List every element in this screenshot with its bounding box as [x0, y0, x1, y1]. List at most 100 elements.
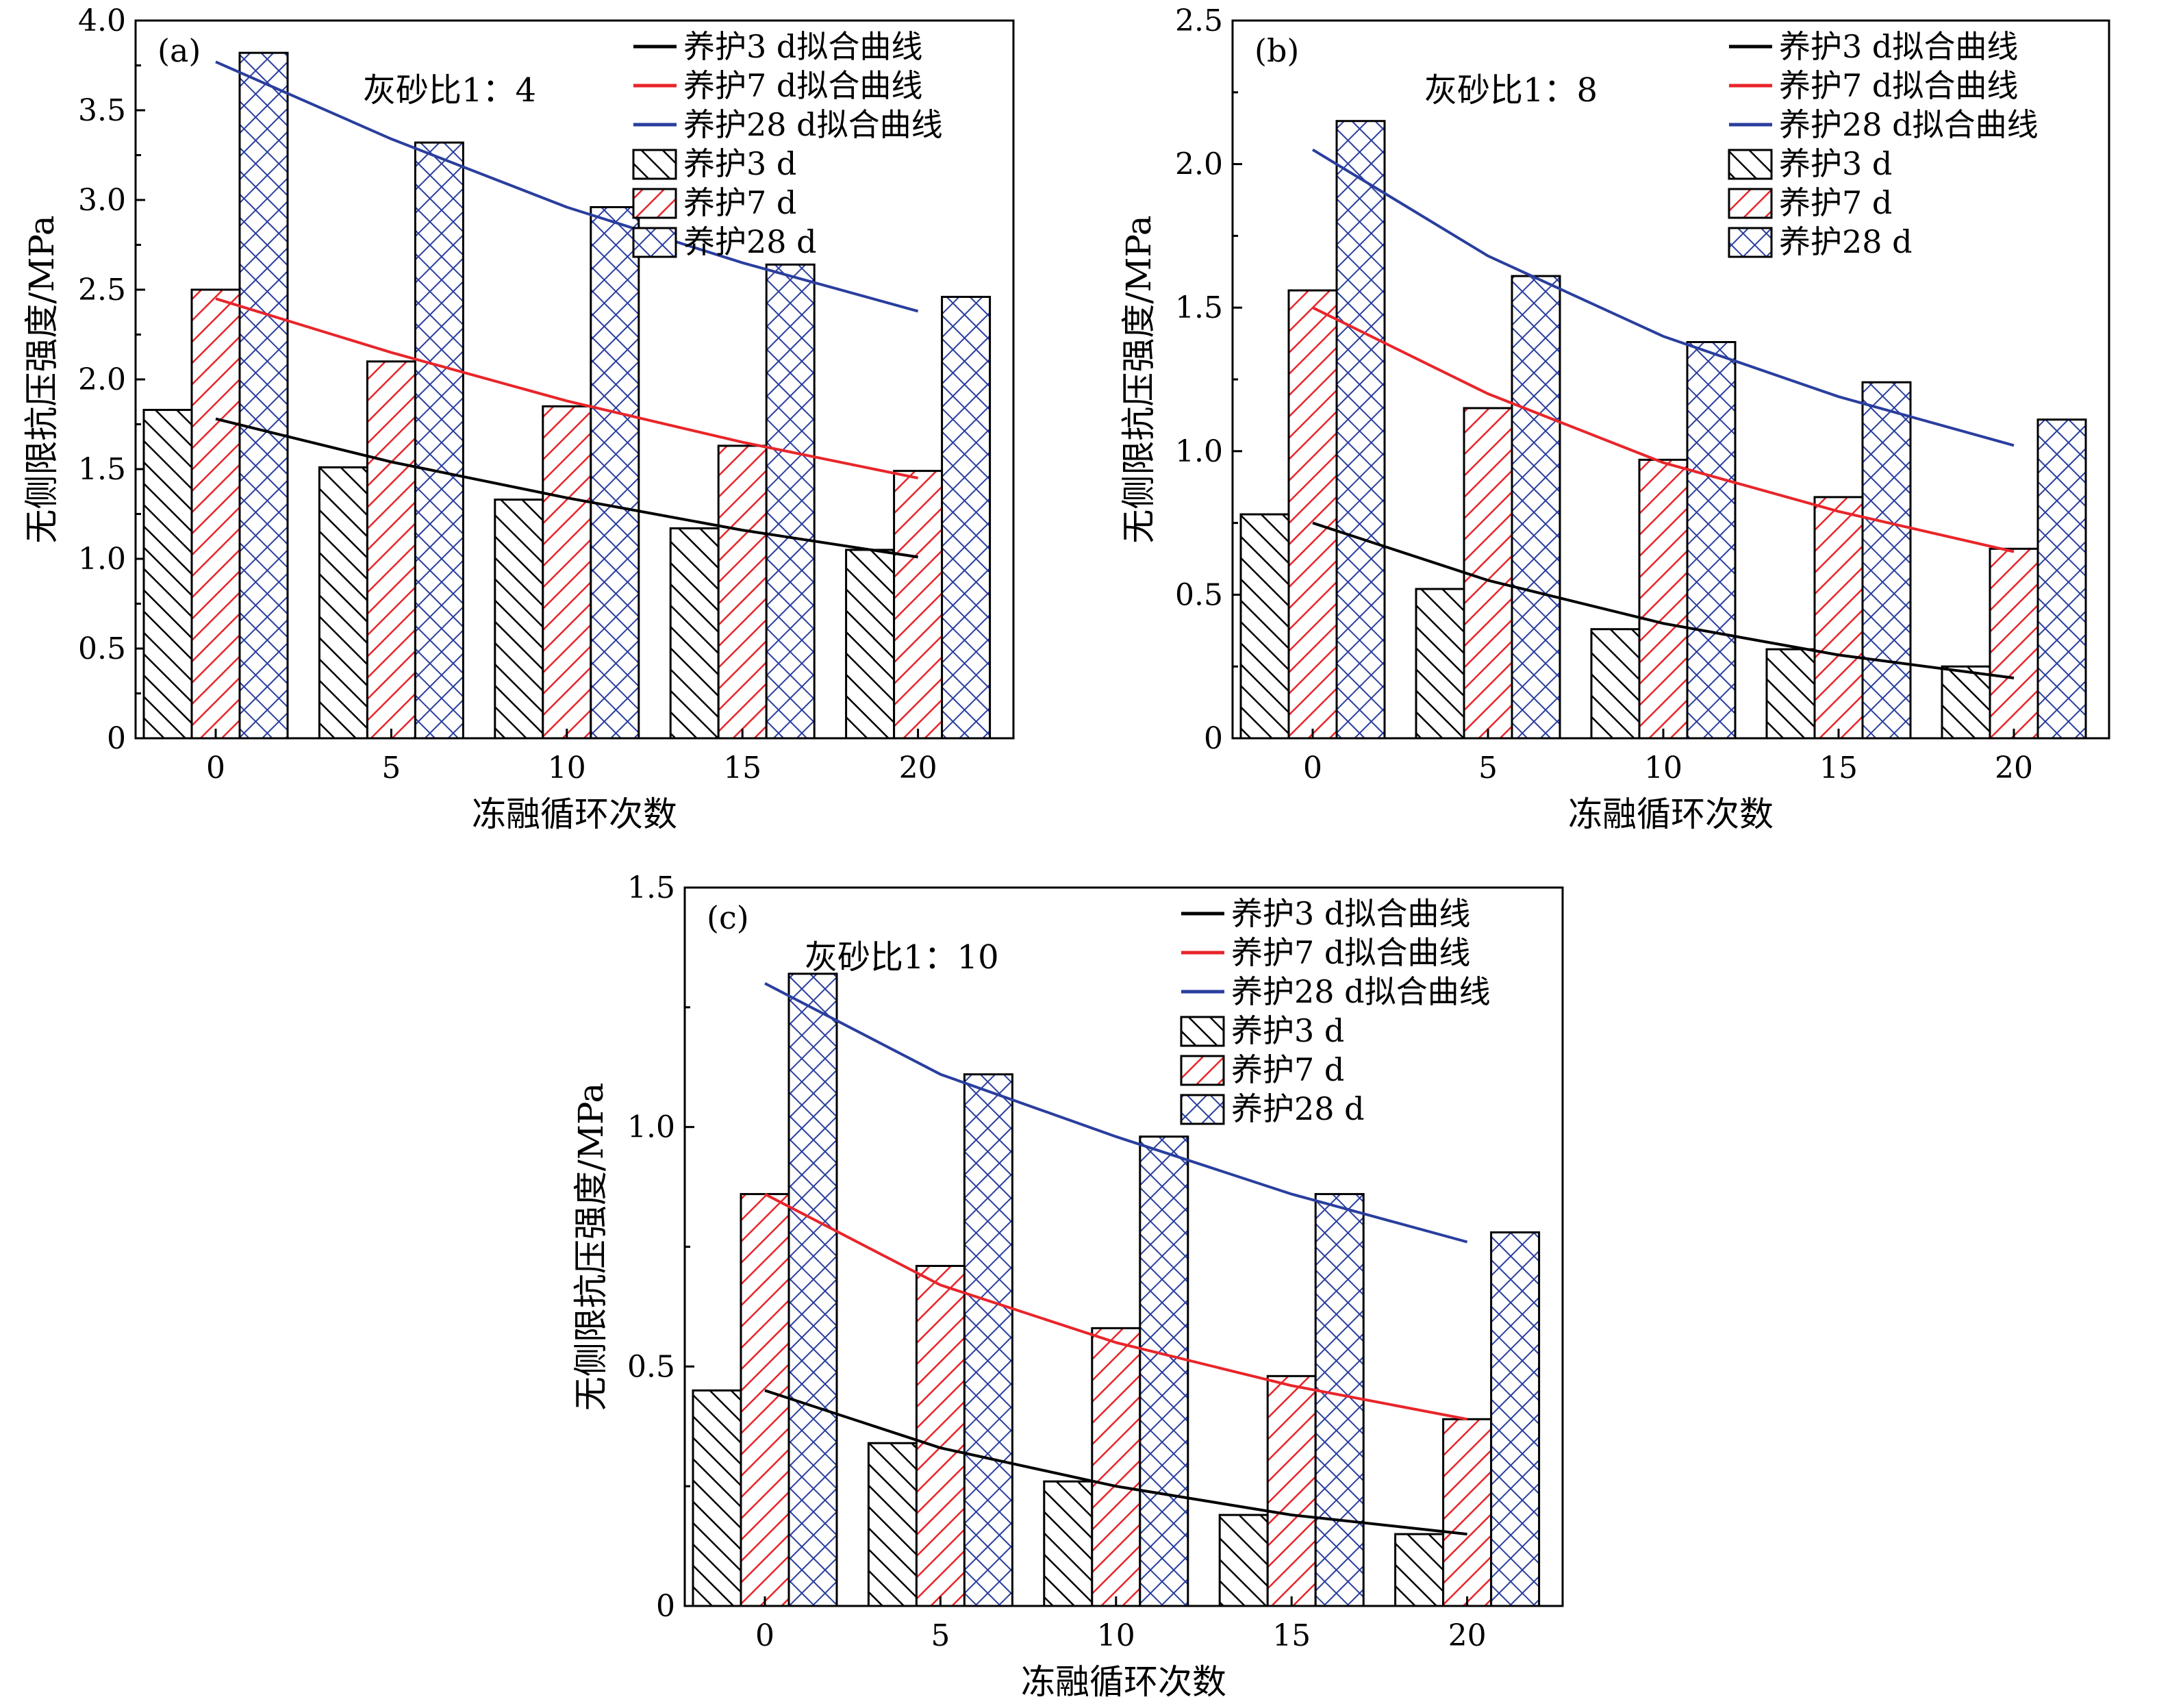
mix-ratio-annotation: 灰砂比1：4 — [363, 71, 536, 110]
x-axis-title: 冻融循环次数 — [1021, 1662, 1226, 1702]
y-tick-label: 1.5 — [78, 452, 126, 487]
y-tick-label: 1.0 — [627, 1110, 675, 1145]
legend-entry: 养护28 d — [683, 223, 817, 260]
legend-entry: 养护3 d — [683, 145, 796, 182]
y-tick-label: 1.5 — [627, 870, 675, 905]
legend-pattern-swatch — [632, 227, 677, 258]
fit-curve-2 — [764, 982, 1468, 1244]
x-tick-label: 10 — [1097, 1618, 1135, 1653]
legend-entry: 养护3 d拟合曲线 — [683, 28, 922, 65]
bar-2-0 — [787, 972, 838, 1607]
bar-1-0 — [190, 288, 241, 740]
x-tick-label: 15 — [1819, 751, 1858, 786]
bar-2-3 — [765, 263, 816, 740]
bar-1-0 — [1287, 289, 1338, 740]
x-tick-label: 15 — [1272, 1618, 1311, 1653]
bar-1-4 — [1442, 1418, 1493, 1607]
x-tick-label: 0 — [1303, 751, 1322, 786]
legend-entry: 养护7 d拟合曲线 — [1779, 67, 2018, 104]
bar-1-3 — [1813, 496, 1864, 740]
mix-ratio-annotation: 灰砂比1：8 — [1424, 71, 1598, 110]
y-tick-label: 0 — [656, 1589, 675, 1624]
legend-pattern-swatch — [1180, 1055, 1225, 1086]
legend-entry: 养护3 d拟合曲线 — [1231, 895, 1470, 932]
y-tick-label: 0.5 — [1175, 577, 1223, 612]
bar-0-0 — [1239, 513, 1290, 740]
legend-pattern-swatch — [1728, 227, 1773, 258]
fit-curve-2 — [215, 60, 919, 313]
y-tick-label: 2.5 — [1175, 3, 1223, 38]
legend-entry: 养护3 d — [1231, 1012, 1344, 1049]
bar-2-1 — [414, 141, 464, 740]
x-axis-title: 冻融循环次数 — [1568, 794, 1774, 834]
legend-entry: 养护7 d拟合曲线 — [1231, 934, 1470, 971]
bar-1-2 — [1091, 1327, 1141, 1607]
fit-curve-0 — [764, 1389, 1467, 1536]
y-axis-title: 无侧限抗压强度/MPa — [1119, 215, 1159, 543]
x-tick-label: 10 — [548, 751, 586, 786]
y-tick-label: 1.5 — [1175, 290, 1223, 325]
legend-entry: 养护7 d — [1231, 1051, 1344, 1088]
y-tick-label: 0.5 — [78, 631, 126, 666]
x-tick-label: 10 — [1644, 751, 1682, 786]
bar-2-2 — [590, 205, 640, 740]
x-tick-label: 5 — [931, 1618, 950, 1653]
bar-1-2 — [1638, 458, 1689, 740]
x-tick-label: 0 — [755, 1618, 774, 1653]
bar-2-2 — [1139, 1135, 1189, 1607]
bar-0-1 — [867, 1442, 918, 1607]
bar-0-1 — [318, 466, 368, 740]
legend-pattern-swatch — [632, 149, 677, 180]
x-tick-label: 20 — [1995, 751, 2033, 786]
bar-0-2 — [1590, 628, 1641, 740]
bar-1-3 — [1266, 1374, 1317, 1607]
legend-entry: 养护7 d拟合曲线 — [683, 67, 922, 104]
bar-2-4 — [941, 295, 992, 740]
fit-curve-1 — [1312, 306, 2015, 553]
bar-1-1 — [1463, 407, 1513, 740]
bar-0-3 — [1765, 648, 1816, 740]
bar-2-1 — [1511, 275, 1561, 740]
y-tick-label: 3.5 — [78, 93, 126, 128]
legend-pattern-swatch — [1180, 1016, 1225, 1047]
panel-b: 0 0.5 1.0 1.5 2.0 2.5 0 5 10 15 20 冻融循环次数 无侧限抗压强度/MP… — [1119, 3, 2110, 834]
fit-curve-2 — [1311, 148, 2015, 447]
y-tick-label: 0 — [1204, 721, 1223, 756]
legend-entry: 养护28 d — [1231, 1090, 1365, 1127]
bar-1-4 — [1989, 547, 2039, 740]
fit-curve-1 — [215, 297, 919, 480]
fit-curve-1 — [764, 1192, 1467, 1421]
y-axis-title: 无侧限抗压强度/MPa — [22, 215, 62, 543]
y-tick-label: 0 — [107, 721, 126, 756]
bar-2-0 — [238, 51, 289, 740]
x-tick-label: 20 — [1448, 1618, 1487, 1653]
bar-0-3 — [1218, 1514, 1269, 1607]
y-tick-label: 4.0 — [78, 3, 126, 38]
legend-pattern-swatch — [1728, 149, 1773, 180]
y-tick-label: 3.0 — [78, 183, 126, 218]
bar-1-0 — [740, 1193, 790, 1607]
fit-curve-0 — [1312, 521, 2015, 679]
bar-0-2 — [494, 499, 544, 740]
bar-2-3 — [1314, 1193, 1365, 1607]
bar-1-3 — [717, 444, 768, 740]
legend-pattern-swatch — [1180, 1094, 1225, 1125]
bar-2-4 — [1490, 1231, 1541, 1607]
panel-a: 0 0.5 1.0 1.5 2.0 2.5 3.0 3.5 4.0 0 5 10 15 20 冻融循环次数 无… — [22, 3, 1015, 834]
panel-label: (a) — [157, 32, 201, 69]
bar-0-0 — [142, 409, 193, 740]
bar-0-4 — [1394, 1533, 1445, 1607]
x-tick-label: 15 — [723, 751, 761, 786]
y-tick-label: 2.0 — [78, 362, 126, 397]
bar-2-4 — [2036, 418, 2087, 740]
x-tick-label: 5 — [1478, 751, 1498, 786]
bar-1-1 — [366, 360, 416, 740]
fit-curve-0 — [215, 417, 918, 559]
legend-entry: 养护7 d — [683, 184, 796, 221]
bar-1-4 — [893, 470, 944, 740]
legend-entry: 养护28 d — [1779, 223, 1913, 260]
bar-2-0 — [1335, 120, 1386, 740]
legend-pattern-swatch — [1728, 188, 1773, 219]
bar-0-1 — [1415, 588, 1465, 740]
